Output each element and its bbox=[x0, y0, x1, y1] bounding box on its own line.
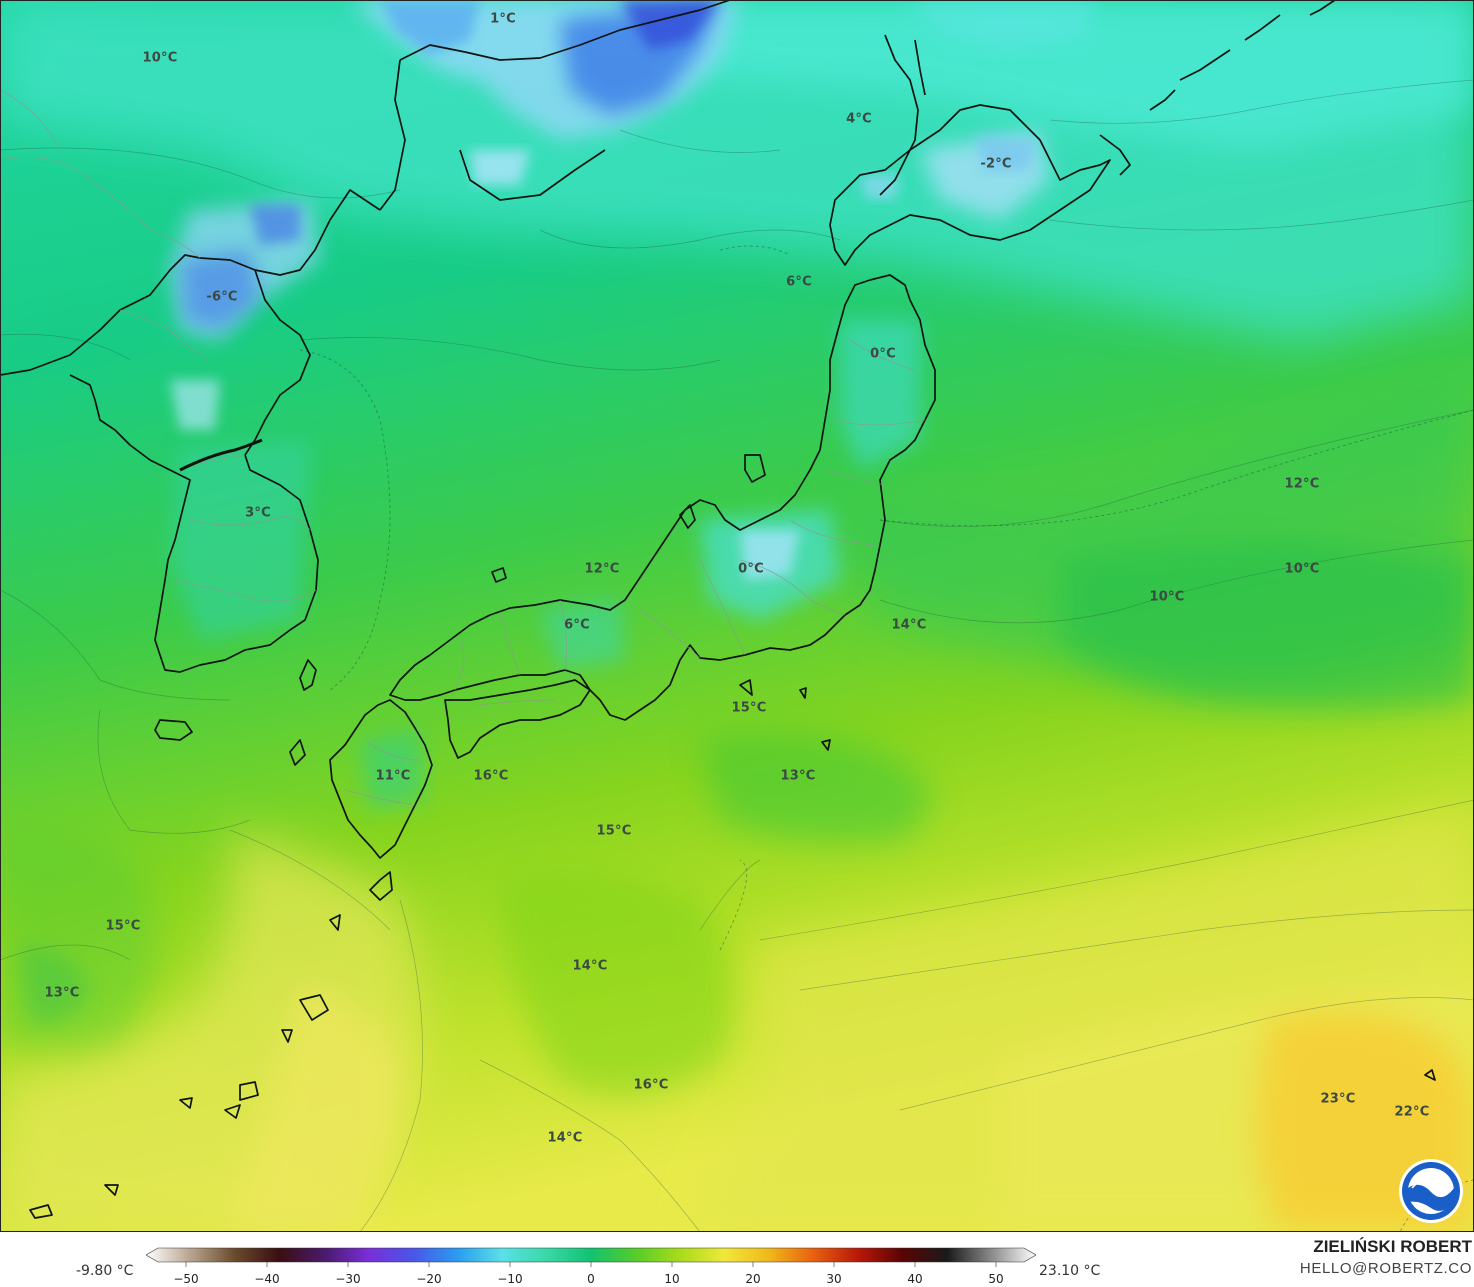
colorbar bbox=[146, 1247, 1036, 1267]
temp-label: 15°C bbox=[596, 823, 632, 839]
temp-label: 14°C bbox=[547, 1130, 583, 1146]
colorbar-tick-label: 20 bbox=[745, 1272, 761, 1286]
brand-email: HELLO@ROBERTZ.CO bbox=[1299, 1260, 1472, 1277]
colorbar-max-label: 23.10 °C bbox=[1039, 1263, 1101, 1279]
noaa-logo-icon bbox=[1399, 1159, 1463, 1223]
temp-label: 1°C bbox=[490, 11, 516, 27]
temp-label: 0°C bbox=[870, 346, 896, 362]
colorbar-tick-label: −40 bbox=[254, 1272, 280, 1286]
temp-label: 10°C bbox=[142, 50, 178, 66]
temp-label: 12°C bbox=[1284, 476, 1320, 492]
temp-label: 13°C bbox=[44, 985, 80, 1001]
colorbar-tick-label: −20 bbox=[416, 1272, 442, 1286]
colorbar-tick-label: 40 bbox=[907, 1272, 923, 1286]
temp-label: 14°C bbox=[572, 958, 608, 974]
colorbar-tick-label: 30 bbox=[826, 1272, 842, 1286]
temp-label: -6°C bbox=[206, 289, 238, 305]
temp-label: 0°C bbox=[738, 561, 764, 577]
temp-label: 13°C bbox=[780, 768, 816, 784]
colorbar-tick-label: 50 bbox=[988, 1272, 1004, 1286]
map-footer: -9.80 °C 23.10 °C −50 −40 −30 −20 −10 0 10 20 30… bbox=[0, 1232, 1474, 1287]
temp-label: 4°C bbox=[846, 111, 872, 127]
colorbar-tick-label: −10 bbox=[497, 1272, 523, 1286]
colorbar-min-label: -9.80 °C bbox=[76, 1263, 134, 1279]
temp-label: 16°C bbox=[473, 768, 509, 784]
colorbar-tick-label: −50 bbox=[173, 1272, 199, 1286]
korea-border bbox=[179, 438, 263, 472]
colorbar-tick-label: −30 bbox=[335, 1272, 361, 1286]
temp-label: 6°C bbox=[786, 274, 812, 290]
temp-label: -2°C bbox=[980, 156, 1012, 172]
temp-label: 3°C bbox=[245, 505, 271, 521]
temp-label: 6°C bbox=[564, 617, 590, 633]
temp-label: 15°C bbox=[105, 918, 141, 934]
colorbar-tick-label: 0 bbox=[587, 1272, 595, 1286]
temp-label: 16°C bbox=[633, 1077, 669, 1093]
colorbar-tick-label: 10 bbox=[664, 1272, 680, 1286]
brand-name: ZIELIŃSKI ROBERT bbox=[1313, 1237, 1472, 1256]
admin-borders bbox=[0, 89, 926, 806]
temp-label: 23°C bbox=[1320, 1091, 1356, 1107]
isotherm-contours bbox=[0, 79, 1474, 1232]
temp-label: 10°C bbox=[1284, 561, 1320, 577]
temp-label: 11°C bbox=[375, 768, 411, 784]
temp-label: 12°C bbox=[584, 561, 620, 577]
temp-label: 15°C bbox=[731, 700, 767, 716]
temperature-map bbox=[0, 0, 1474, 1232]
temp-label: 22°C bbox=[1394, 1104, 1430, 1120]
temp-label: 10°C bbox=[1149, 589, 1185, 605]
temp-label: 14°C bbox=[891, 617, 927, 633]
